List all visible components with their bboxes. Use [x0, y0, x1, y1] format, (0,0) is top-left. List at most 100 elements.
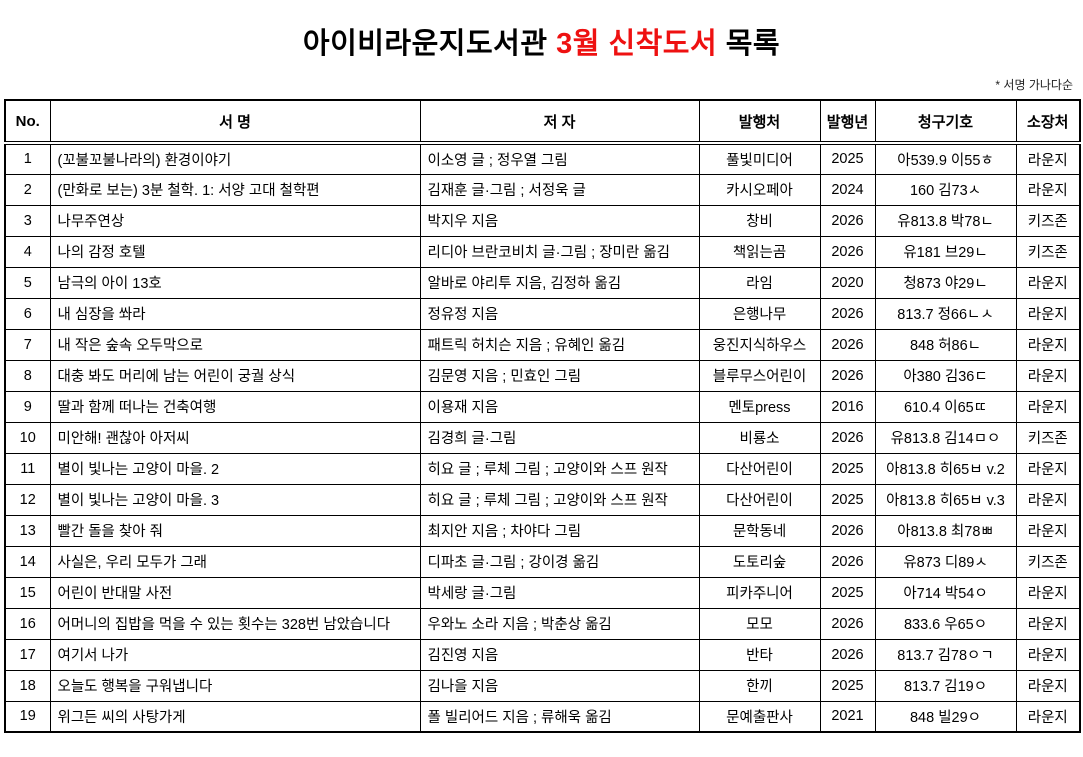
cell-author: 폴 빌리어드 지음 ; 류해욱 옮김 [419, 700, 700, 733]
cell-location: 라운지 [1015, 638, 1081, 671]
cell-location: 라운지 [1015, 669, 1081, 702]
cell-author: 이용재 지음 [419, 390, 700, 423]
cell-publisher: 반타 [698, 638, 821, 671]
table-row: 11 별이 빛나는 고양이 마을. 2 히요 글 ; 루체 그림 ; 고양이와 … [4, 452, 1081, 485]
cell-call-number: 유181 브29ㄴ [874, 235, 1017, 268]
header-author: 저 자 [419, 99, 700, 145]
cell-author: 박지우 지음 [419, 204, 700, 237]
table-row: 1 (꼬불꼬불나라의) 환경이야기 이소영 글 ; 정우열 그림 풀빛미디어 2… [4, 142, 1081, 175]
cell-no: 13 [4, 514, 51, 547]
cell-location: 라운지 [1015, 142, 1081, 175]
cell-author: 정유정 지음 [419, 297, 700, 330]
table-row: 6 내 심장을 쏴라 정유정 지음 은행나무 2026 813.7 정66ㄴㅅ … [4, 297, 1081, 330]
cell-location: 라운지 [1015, 576, 1081, 609]
table-row: 13 빨간 돌을 찾아 줘 최지안 지음 ; 차야다 그림 문학동네 2026 … [4, 514, 1081, 547]
cell-pub-year: 2025 [819, 142, 876, 175]
cell-author: 김진영 지음 [419, 638, 700, 671]
cell-no: 11 [4, 452, 51, 485]
cell-book-title: 사실은, 우리 모두가 그래 [49, 545, 421, 578]
cell-call-number: 아813.8 히65ㅂ v.2 [874, 452, 1017, 485]
table-row: 8 대충 봐도 머리에 남는 어린이 궁궐 상식 김문영 지음 ; 민효인 그림… [4, 359, 1081, 392]
cell-location: 라운지 [1015, 297, 1081, 330]
table-row: 17 여기서 나가 김진영 지음 반타 2026 813.7 김78ㅇㄱ 라운지 [4, 638, 1081, 671]
cell-book-title: 어린이 반대말 사전 [49, 576, 421, 609]
cell-author: 최지안 지음 ; 차야다 그림 [419, 514, 700, 547]
cell-publisher: 은행나무 [698, 297, 821, 330]
cell-book-title: 여기서 나가 [49, 638, 421, 671]
header-call-number: 청구기호 [874, 99, 1017, 145]
cell-publisher: 피카주니어 [698, 576, 821, 609]
cell-author: 히요 글 ; 루체 그림 ; 고양이와 스프 원작 [419, 483, 700, 516]
cell-publisher: 카시오페아 [698, 173, 821, 206]
cell-pub-year: 2026 [819, 545, 876, 578]
cell-book-title: 빨간 돌을 찾아 줘 [49, 514, 421, 547]
cell-location: 키즈존 [1015, 421, 1081, 454]
cell-pub-year: 2025 [819, 669, 876, 702]
table-row: 19 위그든 씨의 사탕가게 폴 빌리어드 지음 ; 류해욱 옮김 문예출판사 … [4, 700, 1081, 733]
table-row: 5 남극의 아이 13호 알바로 야리투 지음, 김정하 옮김 라임 2020 … [4, 266, 1081, 299]
cell-no: 12 [4, 483, 51, 516]
cell-location: 키즈존 [1015, 235, 1081, 268]
cell-author: 박세랑 글·그림 [419, 576, 700, 609]
cell-publisher: 한끼 [698, 669, 821, 702]
cell-no: 9 [4, 390, 51, 423]
cell-pub-year: 2026 [819, 421, 876, 454]
cell-location: 라운지 [1015, 700, 1081, 733]
page-title: 아이비라운지도서관 3월 신착도서 목록 [4, 0, 1079, 62]
cell-no: 2 [4, 173, 51, 206]
cell-author: 알바로 야리투 지음, 김정하 옮김 [419, 266, 700, 299]
cell-location: 라운지 [1015, 328, 1081, 361]
cell-author: 우와노 소라 지음 ; 박춘상 옮김 [419, 607, 700, 640]
cell-no: 7 [4, 328, 51, 361]
cell-book-title: 위그든 씨의 사탕가게 [49, 700, 421, 733]
cell-location: 라운지 [1015, 514, 1081, 547]
cell-location: 라운지 [1015, 173, 1081, 206]
cell-book-title: (만화로 보는) 3분 철학. 1: 서양 고대 철학편 [49, 173, 421, 206]
cell-pub-year: 2026 [819, 328, 876, 361]
cell-location: 라운지 [1015, 483, 1081, 516]
cell-location: 키즈존 [1015, 545, 1081, 578]
table-body: 1 (꼬불꼬불나라의) 환경이야기 이소영 글 ; 정우열 그림 풀빛미디어 2… [4, 142, 1081, 733]
cell-publisher: 문예출판사 [698, 700, 821, 733]
table-row: 3 나무주연상 박지우 지음 창비 2026 유813.8 박78ㄴ 키즈존 [4, 204, 1081, 237]
cell-book-title: 남극의 아이 13호 [49, 266, 421, 299]
cell-location: 라운지 [1015, 390, 1081, 423]
cell-book-title: 나무주연상 [49, 204, 421, 237]
cell-pub-year: 2021 [819, 700, 876, 733]
cell-book-title: 대충 봐도 머리에 남는 어린이 궁궐 상식 [49, 359, 421, 392]
new-books-table: No. 서 명 저 자 발행처 발행년 청구기호 소장처 1 (꼬불꼬불나라의)… [4, 99, 1081, 733]
cell-call-number: 아380 김36ㄷ [874, 359, 1017, 392]
cell-author: 김재훈 글·그림 ; 서정욱 글 [419, 173, 700, 206]
cell-publisher: 다산어린이 [698, 483, 821, 516]
cell-pub-year: 2026 [819, 607, 876, 640]
cell-book-title: (꼬불꼬불나라의) 환경이야기 [49, 142, 421, 175]
table-row: 14 사실은, 우리 모두가 그래 디파초 글·그림 ; 강이경 옮김 도토리숲… [4, 545, 1081, 578]
table-row: 12 별이 빛나는 고양이 마을. 3 히요 글 ; 루체 그림 ; 고양이와 … [4, 483, 1081, 516]
cell-publisher: 모모 [698, 607, 821, 640]
cell-call-number: 813.7 김78ㅇㄱ [874, 638, 1017, 671]
cell-call-number: 유813.8 박78ㄴ [874, 204, 1017, 237]
cell-call-number: 848 빌29ㅇ [874, 700, 1017, 733]
table-row: 18 오늘도 행복을 구워냅니다 김나을 지음 한끼 2025 813.7 김1… [4, 669, 1081, 702]
table-row: 10 미안해! 괜찮아 아저씨 김경희 글·그림 비룡소 2026 유813.8… [4, 421, 1081, 454]
cell-publisher: 책읽는곰 [698, 235, 821, 268]
cell-pub-year: 2026 [819, 359, 876, 392]
cell-author: 히요 글 ; 루체 그림 ; 고양이와 스프 원작 [419, 452, 700, 485]
cell-pub-year: 2026 [819, 514, 876, 547]
cell-publisher: 비룡소 [698, 421, 821, 454]
cell-publisher: 라임 [698, 266, 821, 299]
cell-author: 김나을 지음 [419, 669, 700, 702]
cell-no: 19 [4, 700, 51, 733]
cell-author: 패트릭 허치슨 지음 ; 유혜인 옮김 [419, 328, 700, 361]
header-book-title: 서 명 [49, 99, 421, 145]
cell-pub-year: 2026 [819, 235, 876, 268]
page-title-prefix: 아이비라운지도서관 [302, 28, 557, 60]
cell-author: 김문영 지음 ; 민효인 그림 [419, 359, 700, 392]
sort-order-note: * 서명 가나다순 [995, 78, 1073, 92]
cell-publisher: 도토리숲 [698, 545, 821, 578]
cell-publisher: 블루무스어린이 [698, 359, 821, 392]
page-title-highlight: 3월 신착도서 [556, 28, 718, 60]
page-title-suffix: 목록 [717, 28, 781, 60]
cell-pub-year: 2024 [819, 173, 876, 206]
